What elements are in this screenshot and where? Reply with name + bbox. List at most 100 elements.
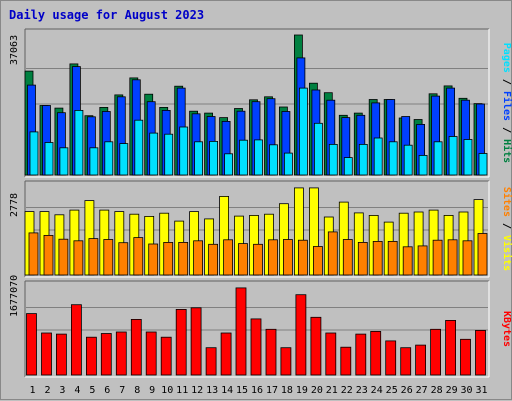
bar-pages-day-15 [239, 139, 248, 176]
bar-kbytes-day-27 [415, 344, 427, 376]
bar-kbytes-day-11 [175, 308, 187, 376]
legend-entry-hits: Hits [501, 139, 512, 163]
bar-pages-day-9 [149, 132, 159, 176]
bar-kbytes-day-1 [26, 313, 37, 376]
bar-pages-day-19 [298, 87, 308, 176]
x-tick-day-9: 9 [149, 385, 155, 396]
bar-pages-day-12 [194, 141, 204, 176]
legend-entry-files: Files [501, 91, 512, 121]
x-tick-day-28: 28 [431, 385, 443, 396]
x-tick-day-1: 1 [29, 385, 35, 396]
y-max-label: 1677070 [9, 275, 20, 317]
legend-separator: / [501, 121, 512, 139]
bar-pages-day-7 [119, 143, 129, 176]
bar-pages-day-2 [44, 142, 54, 176]
bar-pages-day-14 [224, 153, 234, 176]
x-tick-day-5: 5 [89, 385, 95, 396]
bar-kbytes-day-4 [71, 304, 82, 376]
bar-pages-day-30 [463, 139, 473, 176]
x-tick-day-16: 16 [251, 385, 263, 396]
bar-pages-day-6 [104, 141, 114, 176]
x-tick-day-22: 22 [341, 385, 353, 396]
bar-kbytes-day-5 [86, 336, 97, 376]
bar-pages-day-29 [448, 136, 458, 176]
x-tick-day-29: 29 [446, 385, 458, 396]
bar-kbytes-day-21 [325, 332, 337, 376]
bar-kbytes-day-26 [400, 347, 412, 376]
bar-sites-day-18 [282, 239, 293, 276]
panel-legend: KBytes [501, 311, 512, 347]
legend-entry-pages: Pages [501, 43, 512, 73]
bar-pages-day-24 [373, 137, 383, 176]
bar-sites-day-16 [253, 243, 263, 276]
bar-kbytes-day-16 [250, 318, 262, 376]
bar-pages-day-31 [478, 153, 488, 176]
x-tick-day-18: 18 [281, 385, 293, 396]
bar-kbytes-day-8 [130, 318, 142, 376]
x-tick-day-15: 15 [236, 385, 248, 396]
bar-sites-day-21 [327, 231, 338, 276]
x-tick-day-24: 24 [371, 385, 383, 396]
bar-sites-day-29 [447, 239, 458, 276]
legend-separator: / [501, 217, 512, 235]
x-tick-day-13: 13 [206, 385, 218, 396]
legend-separator: / [501, 73, 512, 91]
bar-pages-day-21 [328, 143, 338, 176]
bar-kbytes-day-23 [355, 333, 367, 376]
bar-sites-day-10 [163, 241, 174, 276]
legend-entry-kbytes: KBytes [501, 311, 512, 347]
x-tick-day-25: 25 [386, 385, 398, 396]
bar-pages-day-5 [89, 147, 99, 176]
bar-kbytes-day-28 [430, 328, 442, 376]
bar-sites-day-27 [417, 245, 428, 276]
x-tick-day-23: 23 [356, 385, 368, 396]
bar-kbytes-day-6 [100, 333, 112, 376]
bar-kbytes-day-7 [115, 331, 127, 376]
bar-kbytes-day-14 [220, 332, 232, 376]
x-tick-day-7: 7 [119, 385, 125, 396]
chart-title: Daily usage for August 2023 [9, 8, 204, 22]
bar-sites-day-6 [103, 239, 114, 276]
bar-kbytes-day-2 [41, 332, 52, 376]
bar-sites-day-9 [148, 243, 159, 276]
bar-kbytes-day-13 [205, 347, 217, 376]
x-tick-day-3: 3 [59, 385, 65, 396]
chart-panels: 37063 Pages / Files / Hits 2778 Sites / Vis… [9, 28, 512, 378]
bar-pages-day-25 [388, 141, 398, 176]
x-tick-day-8: 8 [134, 385, 140, 396]
bar-kbytes-day-9 [145, 331, 157, 376]
x-tick-day-30: 30 [460, 385, 472, 396]
bar-sites-day-31 [477, 233, 488, 276]
bar-sites-day-5 [88, 238, 99, 276]
bar-sites-day-1 [28, 232, 39, 276]
x-tick-day-20: 20 [311, 385, 323, 396]
bar-kbytes-day-30 [460, 338, 471, 376]
x-axis-day-labels: 1 2 3 4 5 6 7 8 9 10 11 12 13 14 15 16 17 18 19 20 21 22 23 24 2… [29, 385, 487, 396]
bar-pages-day-28 [433, 141, 443, 176]
bar-sites-day-23 [357, 241, 368, 276]
bar-sites-day-22 [342, 239, 353, 276]
x-tick-day-14: 14 [221, 385, 233, 396]
x-tick-day-21: 21 [326, 385, 338, 396]
bar-sites-day-14 [223, 239, 234, 276]
bar-sites-day-7 [118, 242, 129, 276]
bar-kbytes-day-25 [385, 340, 397, 376]
bar-pages-day-22 [343, 157, 353, 176]
bar-pages-day-3 [59, 147, 69, 176]
panel-hits-files-pages: 37063 Pages / Files / Hits [9, 28, 512, 178]
bar-kbytes-day-12 [190, 307, 202, 376]
bar-pages-day-8 [134, 119, 144, 176]
x-tick-day-4: 4 [74, 385, 80, 396]
bar-kbytes-day-18 [280, 347, 292, 376]
bar-kbytes-day-3 [56, 333, 67, 376]
bar-pages-day-4 [74, 110, 84, 176]
bar-pages-day-11 [179, 126, 189, 176]
bar-sites-day-3 [58, 238, 69, 276]
panel-visits-sites: 2778 Sites / Visits [9, 180, 512, 278]
y-max-label: 37063 [9, 35, 20, 65]
bar-sites-day-8 [133, 237, 144, 276]
x-tick-day-31: 31 [475, 385, 487, 396]
bar-sites-day-4 [73, 240, 84, 276]
